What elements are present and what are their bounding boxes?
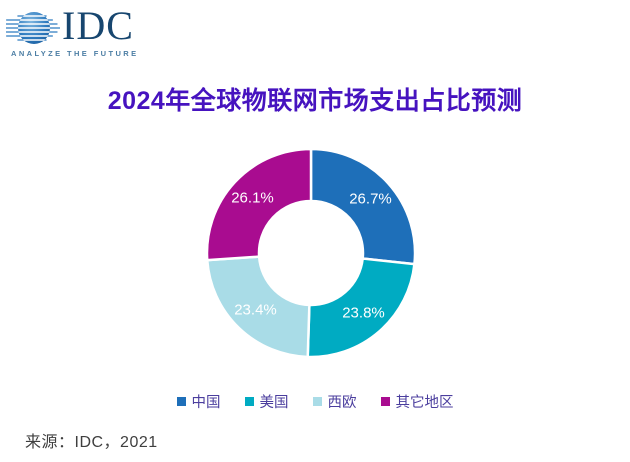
logo-tagline: ANALYZE THE FUTURE	[11, 49, 139, 58]
globe-icon	[6, 12, 60, 44]
slice-data-label: 23.8%	[342, 304, 385, 321]
logo-brand-text: IDC	[62, 3, 134, 48]
legend-swatch	[380, 397, 390, 406]
slice-data-label: 26.7%	[349, 190, 392, 207]
legend-label: 中国	[191, 395, 221, 411]
legend-swatch	[312, 397, 322, 406]
legend-swatch	[176, 397, 186, 406]
legend-item-other-regions: 其它地区	[380, 391, 454, 412]
legend-label: 其它地区	[395, 395, 454, 411]
legend-label: 西欧	[327, 395, 357, 411]
slice-data-label: 23.4%	[234, 302, 277, 319]
donut-slice	[306, 257, 416, 359]
idc-logo: IDC ANALYZE THE FUTURE	[6, 4, 166, 62]
donut-slice	[309, 147, 417, 266]
legend-item-western-europe: 西欧	[312, 391, 357, 412]
page-title: 2024年全球物联网市场支出占比预测	[107, 87, 523, 115]
legend-label: 美国	[259, 395, 289, 411]
donut-svg: 26.7% 23.8% 23.4% 26.1%	[205, 147, 417, 359]
donut-slice	[205, 147, 313, 262]
source-line: 来源：IDC，2021	[25, 434, 158, 451]
legend-item-china: 中国	[176, 391, 221, 412]
chart-legend: 中国 美国 西欧 其它地区	[0, 391, 630, 412]
legend-item-usa: 美国	[244, 391, 289, 412]
legend-swatch	[244, 397, 254, 406]
donut-chart: 26.7% 23.8% 23.4% 26.1%	[201, 143, 421, 363]
slice-data-label: 26.1%	[231, 189, 274, 206]
donut-slice	[205, 255, 311, 359]
